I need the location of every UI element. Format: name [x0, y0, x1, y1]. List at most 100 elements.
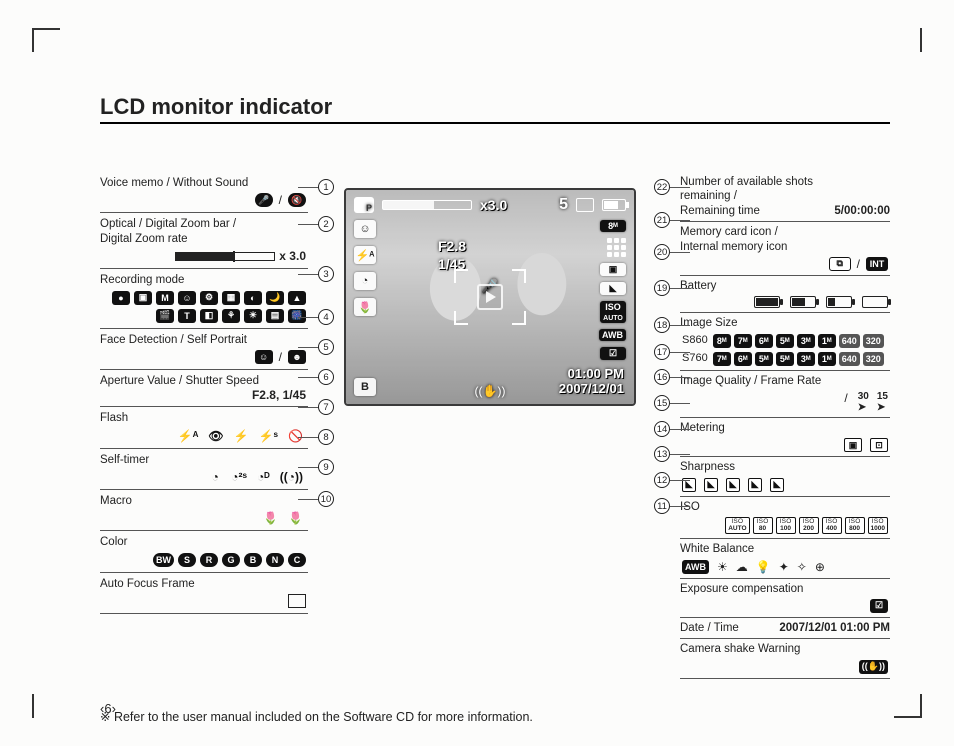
- quality-icon: [607, 238, 626, 257]
- mode-icon: ((◔)): [277, 470, 306, 484]
- size-icon: 320: [863, 352, 884, 366]
- zoom-bar-icon: [175, 252, 275, 261]
- item-label: Camera shake Warning: [680, 642, 890, 656]
- play-icon: [477, 284, 503, 310]
- size-icon: 5ᴹ: [776, 352, 794, 366]
- mode-icon: [354, 197, 374, 213]
- page-number: 6: [100, 701, 116, 716]
- callout-number: 5: [318, 339, 334, 355]
- callout-number: 9: [318, 459, 334, 475]
- mode-icon: ☀: [244, 309, 262, 323]
- mode-icon: ◔ᴰ: [254, 470, 273, 484]
- mode-icon: R: [200, 553, 218, 567]
- item-label: Number of available shots remaining /Rem…: [680, 175, 890, 218]
- card-icon: ⧉: [829, 257, 851, 271]
- mode-icon: 🎆: [288, 309, 306, 323]
- diagram: Voice memo / Without Sound🎤/🔇Optical / D…: [100, 172, 890, 679]
- mode-icon: BW: [153, 553, 174, 567]
- size-icon: 3ᴹ: [797, 352, 815, 366]
- sharpness-icon: ◣: [600, 282, 626, 295]
- size-icon: 1ᴹ: [818, 334, 836, 348]
- mode-icon: M: [156, 291, 174, 305]
- mode-icon: ⚘: [222, 309, 240, 323]
- mode-icon: ☺: [178, 291, 196, 305]
- mode-icon: ●: [112, 291, 130, 305]
- right-item: White BalanceAWB☀☁💡✦✧⊕: [680, 539, 890, 578]
- mode-icon: ⚡ᴬ: [175, 429, 202, 443]
- fps-icon: 15➤: [877, 391, 888, 413]
- callout-number: 14: [654, 421, 670, 437]
- item-value: F2.8, 1/45: [100, 388, 308, 402]
- awb-icon: AWB: [599, 329, 626, 341]
- right-item: Exposure compensation☑: [680, 579, 890, 618]
- size-icon: 1ᴹ: [818, 352, 836, 366]
- item-label: Sharpness: [680, 460, 890, 474]
- mute-icon: 🔇: [288, 193, 306, 207]
- mode-icon: S: [178, 553, 196, 567]
- mode-icon: N: [266, 553, 284, 567]
- model-label: S860: [682, 334, 708, 348]
- lcd-right-icons: 8ᴹ ▣ ◣ ISOAUTO AWB ☑: [599, 220, 626, 360]
- lcd-aperture: F2.8: [438, 238, 466, 254]
- left-item: Macro🌷🌷: [100, 490, 308, 531]
- callout-number: 22: [654, 179, 670, 195]
- battery-icon: [754, 296, 780, 308]
- callout-number: 21: [654, 212, 670, 228]
- right-item: Metering▣⊡: [680, 418, 890, 457]
- item-label: Memory card icon /Internal memory icon: [680, 225, 890, 254]
- mode-icon: C: [288, 553, 306, 567]
- exposure-comp-icon: ☑: [600, 347, 626, 360]
- item-label: Image Size: [680, 316, 890, 330]
- callout-number: 12: [654, 472, 670, 488]
- right-item: Date / Time2007/12/01 01:00 PM: [680, 618, 890, 639]
- item-label: ISO: [680, 500, 890, 514]
- item-label: Self-timer: [100, 453, 308, 467]
- callout-number: 15: [654, 395, 670, 411]
- left-item: Optical / Digital Zoom bar /Digital Zoom…: [100, 213, 308, 269]
- left-item: Recording mode●▣M☺⚙▦◐🌙▲🎬T◧⚘☀▤🎆: [100, 269, 308, 328]
- af-frame-icon: [288, 594, 306, 608]
- option-icon: ⊕: [815, 560, 825, 574]
- iso-icon: ISO800: [845, 517, 865, 534]
- size-icon: 5ᴹ: [755, 352, 773, 366]
- color-icon: B: [354, 378, 376, 396]
- option-icon: ⊡: [870, 438, 888, 452]
- model-label: S760: [682, 352, 708, 366]
- footnote: ※ Refer to the user manual included on t…: [100, 709, 890, 724]
- callout-number: 2: [318, 216, 334, 232]
- mode-icon: ⚡ˢ: [256, 429, 281, 443]
- lcd-top-row: x3.0 5: [354, 196, 626, 214]
- mode-icon: ◔²ˢ: [228, 470, 250, 484]
- mode-icon: ▣: [134, 291, 152, 305]
- size-icon: 7ᴹ: [713, 352, 731, 366]
- size-icon: 6ᴹ: [755, 334, 773, 348]
- item-label: Color: [100, 535, 308, 549]
- item-label: Face Detection / Self Portrait: [100, 333, 308, 347]
- option-icon: ◣: [770, 478, 784, 492]
- mode-icon: ▲: [288, 291, 306, 305]
- item-label: Recording mode: [100, 273, 308, 287]
- lcd-screen: x3.0 5 ☺ ⚡ᴬ ◔ 🌷 F2.8 1/45 🎤: [344, 188, 636, 406]
- right-item: Number of available shots remaining /Rem…: [680, 172, 890, 222]
- right-item: Image Quality / Frame Rate/30➤15➤: [680, 371, 890, 418]
- left-item: Aperture Value / Shutter SpeedF2.8, 1/45: [100, 370, 308, 407]
- mode-icon: G: [222, 553, 240, 567]
- right-item: Camera shake Warning((✋)): [680, 639, 890, 678]
- left-numbers: 12345678910: [308, 172, 344, 679]
- self-portrait-icon: ☻: [288, 350, 306, 364]
- option-icon: AWB: [682, 560, 709, 574]
- iso-icon: ISO1000: [868, 517, 888, 534]
- item-label: Voice memo / Without Sound: [100, 176, 308, 190]
- mode-icon: ⚡: [231, 429, 252, 443]
- shake-warning-icon: ((✋)): [475, 384, 506, 398]
- callout-number: 4: [318, 309, 334, 325]
- face-detect-icon: ☺: [354, 220, 376, 238]
- right-item: Sharpness◣◣◣◣◣: [680, 457, 890, 496]
- page: LCD monitor indicator Voice memo / Witho…: [100, 94, 890, 686]
- mode-icon: ◐: [244, 291, 262, 305]
- callout-number: 16: [654, 369, 670, 385]
- page-title: LCD monitor indicator: [100, 94, 890, 124]
- mode-icon: ▤: [266, 309, 284, 323]
- left-item: Auto Focus Frame: [100, 573, 308, 614]
- battery-icon: [862, 296, 888, 308]
